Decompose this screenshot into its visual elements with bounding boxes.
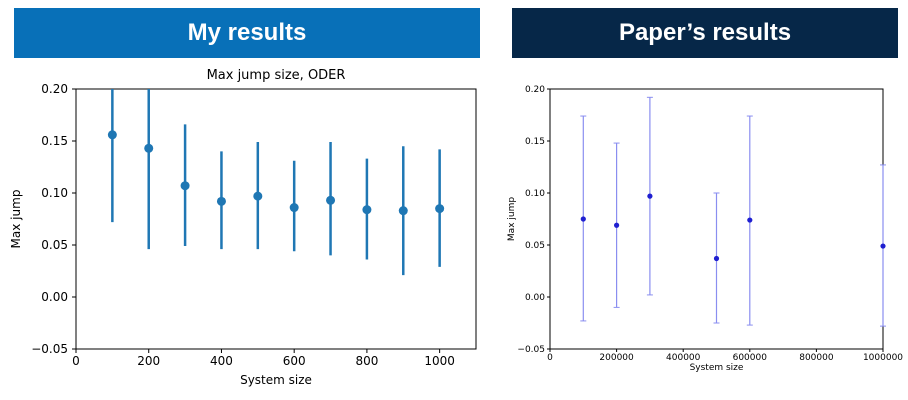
right-chart-x-tick-label: 800000 bbox=[799, 353, 834, 363]
left-chart-plot-frame bbox=[75, 88, 477, 350]
banner-papers-results-label: Paper’s results bbox=[618, 19, 792, 46]
left-chart-y-tick-label: 0.15 bbox=[41, 134, 68, 148]
left-chart-data-point bbox=[289, 203, 299, 213]
right-chart-data-point bbox=[880, 243, 886, 249]
right-chart-y-tick-label: 0.00 bbox=[525, 293, 545, 303]
left-chart-x-tick-label: 1000 bbox=[424, 354, 455, 368]
left-chart-y-tick-label: 0.10 bbox=[41, 186, 68, 200]
left-chart-data-point bbox=[435, 204, 445, 214]
left-chart-y-tick-label: 0.00 bbox=[41, 290, 68, 304]
left-chart-x-tick-label: 200 bbox=[137, 354, 160, 368]
left-chart-y-tick-label: −0.05 bbox=[31, 342, 68, 356]
right-chart-y-tick-label: 0.05 bbox=[525, 241, 545, 251]
left-chart-data-point bbox=[180, 181, 190, 191]
banner-papers-results: Paper’s results bbox=[512, 8, 898, 58]
right-chart-data-point bbox=[580, 216, 586, 222]
right-chart-x-axis-label: System size bbox=[690, 363, 744, 373]
right-chart-x-tick-label: 0 bbox=[547, 353, 553, 363]
left-chart-x-tick-label: 0 bbox=[72, 354, 80, 368]
banner-my-results: My results bbox=[14, 8, 480, 58]
right-chart-y-tick-label: −0.05 bbox=[517, 345, 545, 355]
left-chart-x-tick-label: 400 bbox=[210, 354, 233, 368]
left-chart-data-point bbox=[362, 205, 372, 215]
right-chart-x-tick-label: 1000000 bbox=[863, 353, 903, 363]
left-chart-data-point bbox=[398, 206, 408, 216]
left-chart-data-point bbox=[107, 130, 117, 140]
right-chart-data-point bbox=[713, 255, 720, 262]
left-chart-x-tick-label: 600 bbox=[283, 354, 306, 368]
right-chart-x-tick-label: 600000 bbox=[733, 353, 768, 363]
left-chart-x-tick-label: 800 bbox=[355, 354, 378, 368]
left-chart-data-point bbox=[216, 196, 226, 206]
right-chart-y-tick-label: 0.10 bbox=[525, 189, 545, 199]
left-chart-y-tick-label: 0.05 bbox=[41, 238, 68, 252]
left-chart-data-point bbox=[253, 191, 263, 201]
left-chart-y-axis-label: Max jump bbox=[9, 190, 23, 249]
right-chart-data-point bbox=[647, 193, 653, 199]
left-chart-y-tick-label: 0.20 bbox=[41, 82, 68, 96]
banner-my-results-label: My results bbox=[187, 19, 307, 46]
left-chart-data-point bbox=[144, 143, 154, 153]
right-chart-x-tick-label: 400000 bbox=[666, 353, 701, 363]
left-chart-data-point bbox=[326, 195, 336, 205]
right-chart-y-tick-label: 0.15 bbox=[525, 137, 545, 147]
right-chart-data-point bbox=[747, 217, 753, 223]
right-chart-x-tick-label: 200000 bbox=[599, 353, 634, 363]
right-chart: 0 200000 400000 600000 800000 1000000 −0.05 0.0… bbox=[507, 85, 903, 373]
right-chart-y-axis-label: Max jump bbox=[507, 197, 517, 241]
right-chart-data-point bbox=[614, 222, 620, 228]
left-chart-title: Max jump size, ODER bbox=[207, 68, 346, 83]
left-chart: 0 200 400 600 800 1000 −0.05 0.00 0.05 0.10 0.15 0.… bbox=[9, 68, 477, 387]
right-chart-y-tick-label: 0.20 bbox=[525, 85, 545, 95]
left-chart-x-axis-label: System size bbox=[240, 373, 312, 387]
